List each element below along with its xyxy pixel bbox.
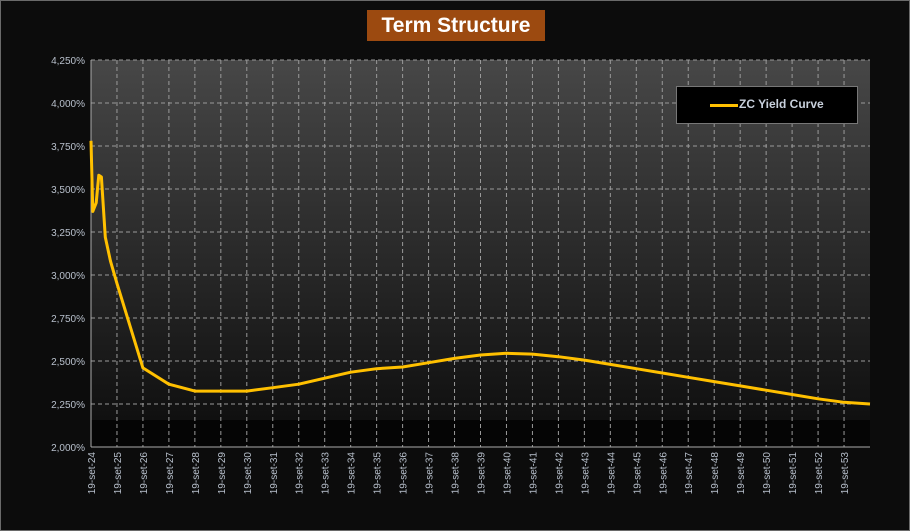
x-tick-label: 19-set-53 — [840, 452, 851, 495]
x-tick-label: 19-set-45 — [632, 452, 643, 495]
x-tick-label: 19-set-26 — [139, 452, 150, 495]
x-tick-label: 19-set-35 — [373, 452, 384, 495]
y-tick-label: 3,750% — [51, 142, 85, 153]
x-tick-label: 19-set-33 — [321, 452, 332, 495]
x-tick-label: 19-set-48 — [710, 452, 721, 495]
y-tick-label: 2,000% — [51, 443, 85, 454]
x-tick-label: 19-set-25 — [113, 452, 124, 495]
y-tick-label: 4,250% — [51, 56, 85, 67]
x-tick-label: 19-set-32 — [295, 452, 306, 495]
y-tick-label: 2,250% — [51, 400, 85, 411]
legend: ZC Yield Curve — [676, 86, 858, 124]
x-tick-label: 19-set-43 — [580, 452, 591, 495]
y-tick-label: 3,250% — [51, 228, 85, 239]
series-line-zc-yield-curve — [89, 140, 871, 406]
x-tick-label: 19-set-50 — [762, 452, 773, 495]
x-tick-label: 19-set-40 — [502, 452, 513, 495]
y-tick-label: 4,000% — [51, 99, 85, 110]
y-tick-label: 3,000% — [51, 271, 85, 282]
x-tick-label: 19-set-51 — [788, 452, 799, 495]
x-tick-label: 19-set-36 — [399, 452, 410, 495]
y-tick-label: 2,500% — [51, 357, 85, 368]
x-tick-label: 19-set-29 — [217, 452, 228, 495]
x-tick-label: 19-set-27 — [165, 452, 176, 495]
x-tick-label: 19-set-46 — [658, 452, 669, 495]
x-tick-label: 19-set-34 — [347, 452, 358, 495]
x-tick-label: 19-set-44 — [606, 452, 617, 495]
x-tick-label: 19-set-47 — [684, 452, 695, 495]
x-tick-label: 19-set-24 — [87, 452, 98, 495]
x-tick-label: 19-set-41 — [528, 452, 539, 495]
x-tick-label: 19-set-37 — [425, 452, 436, 495]
x-tick-label: 19-set-49 — [736, 452, 747, 495]
x-tick-label: 19-set-30 — [243, 452, 254, 495]
x-tick-label: 19-set-42 — [554, 452, 565, 495]
y-tick-label: 3,500% — [51, 185, 85, 196]
x-tick-label: 19-set-28 — [191, 452, 202, 495]
x-tick-label: 19-set-52 — [814, 452, 825, 495]
x-tick-label: 19-set-31 — [269, 452, 280, 495]
y-tick-label: 2,750% — [51, 314, 85, 325]
x-tick-label: 19-set-39 — [477, 452, 488, 495]
legend-label: ZC Yield Curve — [739, 97, 824, 111]
legend-swatch — [710, 104, 738, 107]
chart-title: Term Structure — [367, 10, 545, 41]
x-tick-label: 19-set-38 — [451, 452, 462, 495]
